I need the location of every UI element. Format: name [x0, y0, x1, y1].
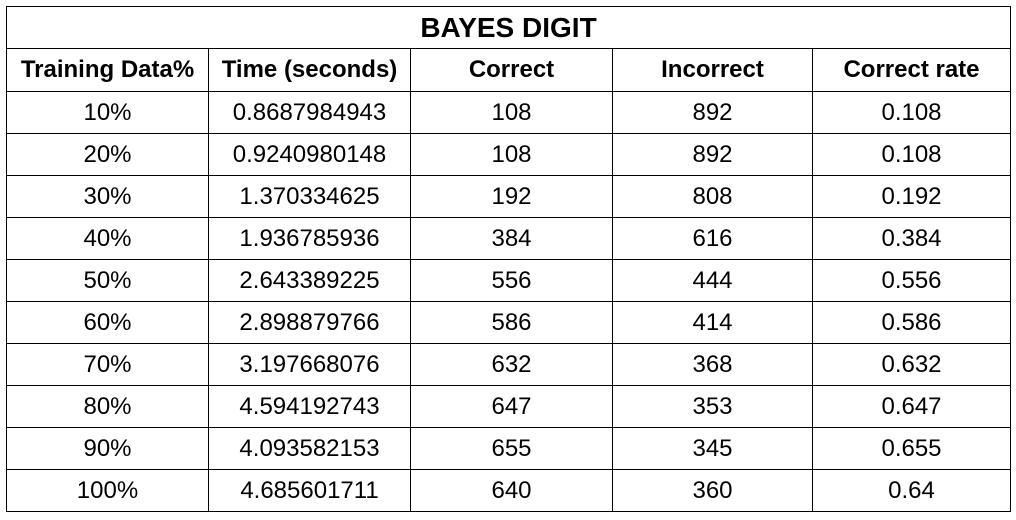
- cell-correct: 556: [410, 259, 613, 302]
- results-table-container: BAYES DIGIT Training Data% Time (seconds…: [6, 6, 1011, 512]
- cell-time: 1.370334625: [208, 175, 411, 218]
- cell-correct: 586: [410, 301, 613, 344]
- cell-incorrect: 808: [612, 175, 813, 218]
- table-body: 10% 0.8687984943 108 892 0.108 20% 0.924098014…: [6, 91, 1011, 512]
- cell-training-data: 20%: [6, 133, 209, 176]
- cell-correct-rate: 0.586: [812, 301, 1011, 344]
- cell-correct: 108: [410, 91, 613, 134]
- cell-time: 1.936785936: [208, 217, 411, 260]
- cell-time: 4.685601711: [208, 469, 411, 512]
- cell-training-data: 100%: [6, 469, 209, 512]
- cell-incorrect: 368: [612, 343, 813, 386]
- cell-time: 3.197668076: [208, 343, 411, 386]
- cell-time: 0.9240980148: [208, 133, 411, 176]
- cell-incorrect: 892: [612, 91, 813, 134]
- cell-time: 2.898879766: [208, 301, 411, 344]
- cell-correct-rate: 0.632: [812, 343, 1011, 386]
- cell-incorrect: 616: [612, 217, 813, 260]
- cell-correct: 640: [410, 469, 613, 512]
- cell-correct-rate: 0.108: [812, 91, 1011, 134]
- title-row: BAYES DIGIT: [6, 6, 1011, 49]
- cell-correct-rate: 0.655: [812, 427, 1011, 470]
- cell-correct-rate: 0.647: [812, 385, 1011, 428]
- cell-time: 2.643389225: [208, 259, 411, 302]
- cell-correct-rate: 0.556: [812, 259, 1011, 302]
- cell-correct-rate: 0.384: [812, 217, 1011, 260]
- table-row: 50% 2.643389225 556 444 0.556: [6, 259, 1011, 302]
- table-row: 90% 4.093582153 655 345 0.655: [6, 427, 1011, 470]
- cell-time: 4.594192743: [208, 385, 411, 428]
- cell-training-data: 80%: [6, 385, 209, 428]
- cell-incorrect: 353: [612, 385, 813, 428]
- cell-incorrect: 345: [612, 427, 813, 470]
- table-row: 20% 0.9240980148 108 892 0.108: [6, 133, 1011, 176]
- cell-correct: 655: [410, 427, 613, 470]
- cell-correct-rate: 0.192: [812, 175, 1011, 218]
- header-correct: Correct: [410, 48, 613, 92]
- results-table: BAYES DIGIT Training Data% Time (seconds…: [6, 6, 1011, 512]
- cell-incorrect: 414: [612, 301, 813, 344]
- cell-correct: 108: [410, 133, 613, 176]
- cell-training-data: 30%: [6, 175, 209, 218]
- table-row: 60% 2.898879766 586 414 0.586: [6, 301, 1011, 344]
- table-row: 70% 3.197668076 632 368 0.632: [6, 343, 1011, 386]
- cell-training-data: 70%: [6, 343, 209, 386]
- cell-incorrect: 892: [612, 133, 813, 176]
- cell-time: 0.8687984943: [208, 91, 411, 134]
- cell-time: 4.093582153: [208, 427, 411, 470]
- header-training-data: Training Data%: [6, 48, 209, 92]
- cell-incorrect: 444: [612, 259, 813, 302]
- cell-training-data: 50%: [6, 259, 209, 302]
- cell-training-data: 40%: [6, 217, 209, 260]
- header-correct-rate: Correct rate: [812, 48, 1011, 92]
- cell-correct-rate: 0.64: [812, 469, 1011, 512]
- cell-incorrect: 360: [612, 469, 813, 512]
- table-row: 80% 4.594192743 647 353 0.647: [6, 385, 1011, 428]
- table-title: BAYES DIGIT: [6, 6, 1011, 49]
- table-row: 100% 4.685601711 640 360 0.64: [6, 469, 1011, 512]
- cell-training-data: 90%: [6, 427, 209, 470]
- cell-training-data: 10%: [6, 91, 209, 134]
- header-row: Training Data% Time (seconds) Correct In…: [6, 48, 1011, 92]
- cell-correct-rate: 0.108: [812, 133, 1011, 176]
- cell-correct: 192: [410, 175, 613, 218]
- cell-correct: 384: [410, 217, 613, 260]
- table-row: 30% 1.370334625 192 808 0.192: [6, 175, 1011, 218]
- header-incorrect: Incorrect: [612, 48, 813, 92]
- table-row: 10% 0.8687984943 108 892 0.108: [6, 91, 1011, 134]
- cell-correct: 632: [410, 343, 613, 386]
- table-row: 40% 1.936785936 384 616 0.384: [6, 217, 1011, 260]
- cell-correct: 647: [410, 385, 613, 428]
- header-time: Time (seconds): [208, 48, 411, 92]
- cell-training-data: 60%: [6, 301, 209, 344]
